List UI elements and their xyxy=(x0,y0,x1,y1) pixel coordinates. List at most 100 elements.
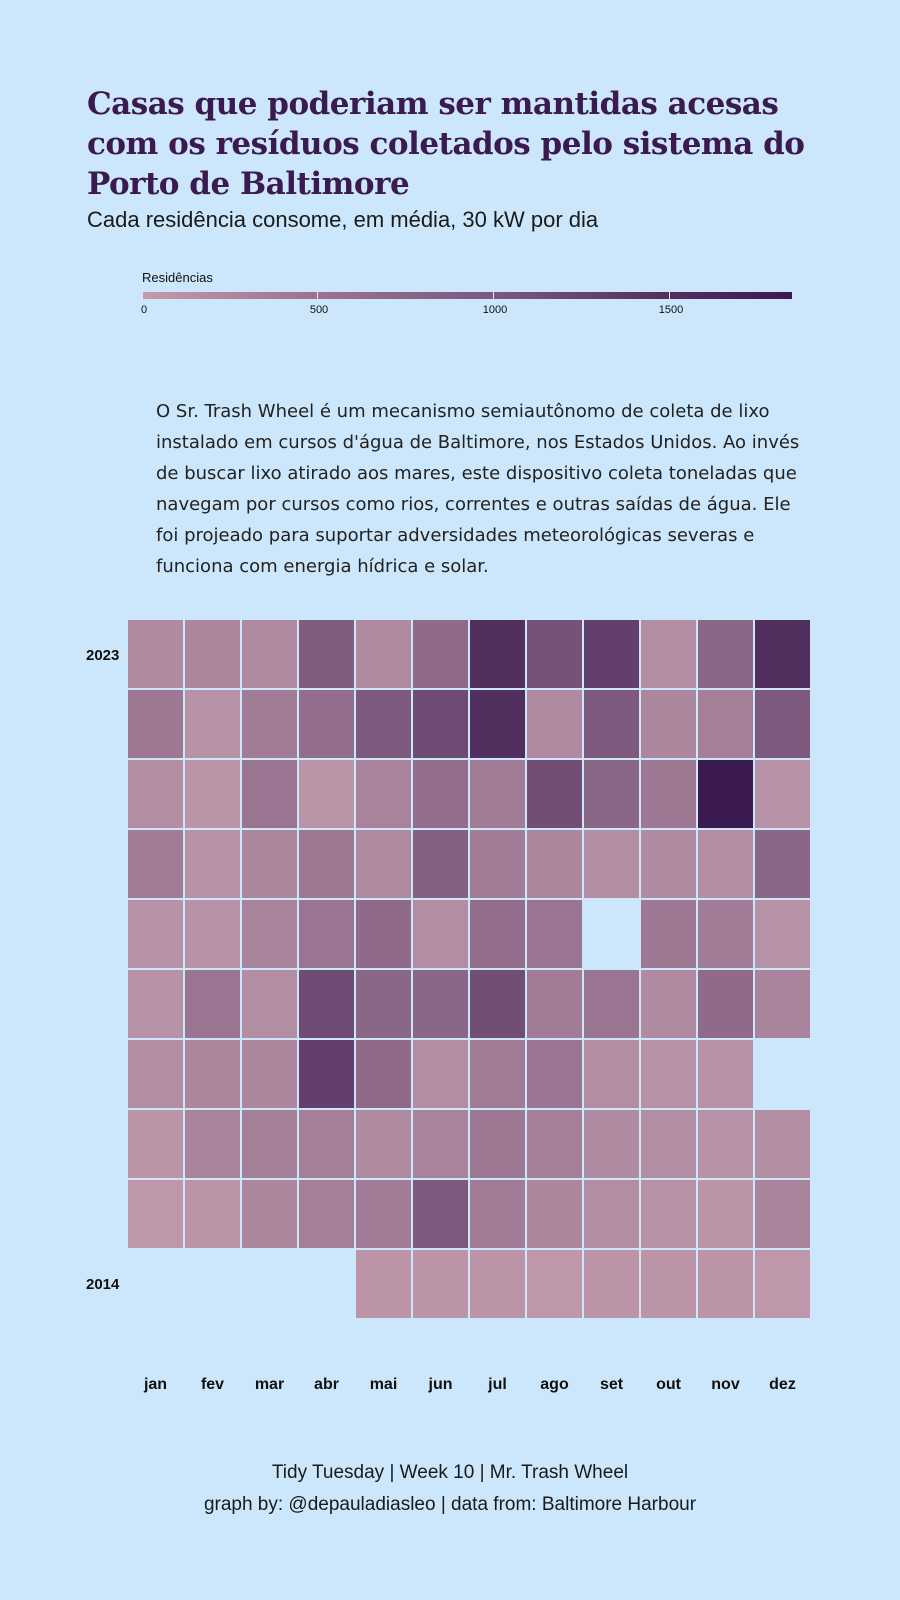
heatmap-cell-2017-mar xyxy=(242,1040,297,1108)
x-axis-label-nov: nov xyxy=(711,1376,740,1393)
heatmap-cell-2021-jul xyxy=(470,760,525,828)
x-axis-label-jan: jan xyxy=(143,1376,168,1393)
heatmap-cell-2019-jan xyxy=(128,900,183,968)
heatmap-cell-2015-mar xyxy=(242,1180,297,1248)
heatmap-cell-2022-ago xyxy=(527,690,582,758)
legend-gradient-bar xyxy=(142,292,792,299)
heatmap-cell-2016-set xyxy=(584,1110,639,1178)
heatmap-cell-2022-jul xyxy=(470,690,525,758)
heatmap-cell-2015-dez xyxy=(755,1180,810,1248)
heatmap-cell-2015-mai xyxy=(356,1180,411,1248)
heatmap-cell-2018-abr xyxy=(299,970,354,1038)
description-paragraph: O Sr. Trash Wheel é um mecanismo semiaut… xyxy=(156,401,800,577)
heatmap-cell-2021-out xyxy=(641,760,696,828)
heatmap-cell-2023-dez xyxy=(755,620,810,688)
heatmap-cell-2021-ago xyxy=(527,760,582,828)
heatmap-cell-2020-out xyxy=(641,830,696,898)
heatmap-cell-2017-out xyxy=(641,1040,696,1108)
heatmap-cell-2023-out xyxy=(641,620,696,688)
heatmap-cell-2019-jul xyxy=(470,900,525,968)
heatmap-cell-2017-jul xyxy=(470,1040,525,1108)
heatmap-cell-2020-jul xyxy=(470,830,525,898)
heatmap-cell-2016-dez xyxy=(755,1110,810,1178)
heatmap-cell-2016-jun xyxy=(413,1110,468,1178)
heatmap-cell-2016-jul xyxy=(470,1110,525,1178)
heatmap-cell-2023-mai xyxy=(356,620,411,688)
heatmap-cell-2021-jun xyxy=(413,760,468,828)
heatmap-cell-2022-fev xyxy=(185,690,240,758)
heatmap-cell-2014-nov xyxy=(698,1250,753,1318)
heatmap-cell-2020-fev xyxy=(185,830,240,898)
heatmap-cell-2019-mai xyxy=(356,900,411,968)
heatmap-cell-2021-nov xyxy=(698,760,753,828)
caption-line-2: graph by: @depauladiasleo | data from: B… xyxy=(203,1494,697,1515)
heatmap-cell-2018-ago xyxy=(527,970,582,1038)
heatmap-cell-2015-fev xyxy=(185,1180,240,1248)
heatmap-cell-2023-jan xyxy=(128,620,183,688)
x-axis-label-dez: dez xyxy=(769,1376,796,1393)
heatmap-cell-2018-jul xyxy=(470,970,525,1038)
heatmap-cell-2021-jan xyxy=(128,760,183,828)
heatmap-cell-2018-dez xyxy=(755,970,810,1038)
legend-tick xyxy=(493,292,494,299)
heatmap-cell-2020-set xyxy=(584,830,639,898)
legend-title: Residências xyxy=(142,270,213,285)
x-axis-label-ago: ago xyxy=(540,1376,569,1393)
heatmap-cell-2022-jun xyxy=(413,690,468,758)
x-axis-label-abr: abr xyxy=(314,1376,339,1393)
heatmap-cell-2022-set xyxy=(584,690,639,758)
heatmap-cell-2021-mai xyxy=(356,760,411,828)
heatmap-cell-2016-jan xyxy=(128,1110,183,1178)
heatmap-cell-2019-dez xyxy=(755,900,810,968)
heatmap-cell-2016-mar xyxy=(242,1110,297,1178)
x-axis-label-jul: jul xyxy=(488,1376,507,1393)
heatmap-cell-2018-mar xyxy=(242,970,297,1038)
x-axis-label-mar: mar xyxy=(254,1376,285,1393)
heatmap-cell-2016-ago xyxy=(527,1110,582,1178)
heatmap-cell-2018-nov xyxy=(698,970,753,1038)
heatmap-cell-2015-ago xyxy=(527,1180,582,1248)
heatmap-cell-2014-set xyxy=(584,1250,639,1318)
heatmap-cell-2020-mai xyxy=(356,830,411,898)
heatmap-cell-2022-mar xyxy=(242,690,297,758)
y-axis-label-2014: 2014 xyxy=(86,1276,120,1293)
legend-tick-label: 500 xyxy=(309,304,329,316)
heatmap-cell-2016-fev xyxy=(185,1110,240,1178)
heatmap-cell-2021-dez xyxy=(755,760,810,828)
heatmap-cell-2022-out xyxy=(641,690,696,758)
heatmap-cell-2017-ago xyxy=(527,1040,582,1108)
heatmap-cell-2023-mar xyxy=(242,620,297,688)
heatmap-cell-2020-jan xyxy=(128,830,183,898)
heatmap-cell-2022-mai xyxy=(356,690,411,758)
heatmap-cell-2015-set xyxy=(584,1180,639,1248)
heatmap-cell-2022-dez xyxy=(755,690,810,758)
heatmap-cell-2022-nov xyxy=(698,690,753,758)
heatmap-cell-2020-nov xyxy=(698,830,753,898)
heatmap-cell-2017-abr xyxy=(299,1040,354,1108)
heatmap-cell-2014-jul xyxy=(470,1250,525,1318)
heatmap-cell-2015-abr xyxy=(299,1180,354,1248)
heatmap-cell-2019-ago xyxy=(527,900,582,968)
heatmap-cell-2020-dez xyxy=(755,830,810,898)
heatmap-cell-2017-set xyxy=(584,1040,639,1108)
color-legend: Residências 0 500 1000 1500 xyxy=(141,268,792,328)
heatmap-cell-2014-out xyxy=(641,1250,696,1318)
heatmap-cell-2017-mai xyxy=(356,1040,411,1108)
heatmap-cell-2023-set xyxy=(584,620,639,688)
heatmap-cell-2015-jul xyxy=(470,1180,525,1248)
heatmap-cell-2014-jun xyxy=(413,1250,468,1318)
heatmap-cell-2017-fev xyxy=(185,1040,240,1108)
heatmap-cell-2018-mai xyxy=(356,970,411,1038)
heatmap-cell-2021-mar xyxy=(242,760,297,828)
heatmap-cell-2018-jun xyxy=(413,970,468,1038)
legend-tick-label: 1000 xyxy=(482,304,508,316)
heatmap-cell-2019-out xyxy=(641,900,696,968)
heatmap-chart xyxy=(0,600,900,1325)
heatmap-cell-2018-out xyxy=(641,970,696,1038)
heatmap-cell-2023-nov xyxy=(698,620,753,688)
heatmap-cell-2014-mai xyxy=(356,1250,411,1318)
heatmap-cell-2019-fev xyxy=(185,900,240,968)
heatmap-cell-2015-nov xyxy=(698,1180,753,1248)
heatmap-cell-2022-abr xyxy=(299,690,354,758)
heatmap-cell-2021-fev xyxy=(185,760,240,828)
